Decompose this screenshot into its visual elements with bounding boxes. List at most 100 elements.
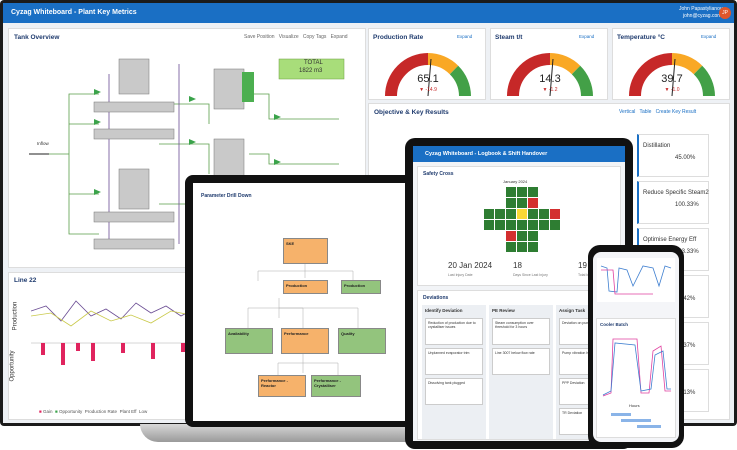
legend-item: Production Rate	[84, 409, 118, 414]
deviation-card[interactable]: Unplanned evaporator trim	[425, 348, 483, 375]
stat-label: Days Since Last Injury	[513, 273, 548, 277]
expand[interactable]: Expand	[457, 34, 473, 39]
tool[interactable]: Vertical	[619, 109, 636, 115]
laptop-base	[140, 424, 440, 442]
card-title: Deviations	[423, 295, 449, 301]
card-text: Pump vibration high	[562, 351, 593, 355]
gauge-card: Steam t/t Expand 14.3 ▼ -1.2	[490, 28, 608, 100]
okr-name: Optimise Energy Eff	[643, 237, 697, 243]
tool[interactable]: Create Key Result	[655, 109, 697, 115]
stat-label: Last Injury Date	[448, 273, 473, 277]
laptop-screen: Parameter Drill Down SKE Production Produc…	[193, 183, 405, 421]
cross-day	[506, 187, 516, 197]
cross-day	[517, 242, 527, 252]
okr-value: 86.42%	[675, 296, 696, 302]
okr-name: Reduce Specific Steam2	[643, 190, 709, 196]
deviations-card: Deviations Identify Deviation Reduction o…	[417, 290, 621, 440]
okr-value: 95.13%	[675, 390, 696, 396]
cross-day	[539, 220, 549, 230]
toolbar: Vertical Table Create Key Result	[619, 109, 696, 115]
inflow-label: Inflow	[37, 141, 49, 146]
tree-node: Production	[283, 280, 328, 294]
cross-day	[506, 220, 516, 230]
panel-title: Objective & Key Results	[374, 109, 449, 116]
gauge-delta: ▼ -14.9	[419, 87, 437, 93]
gauge-arc	[507, 53, 593, 97]
cross-day	[484, 220, 494, 230]
total-value: 1822 m3	[299, 68, 323, 74]
phone-screen: Cooler Batch Hours	[593, 252, 679, 442]
deviation-column: PE Review Steam consumption over threshol…	[489, 305, 553, 439]
phone-chart	[597, 258, 675, 302]
column-title: Identify Deviation	[425, 308, 463, 313]
tree-node: Availability	[225, 328, 273, 354]
tool[interactable]: Save Position	[244, 34, 275, 40]
tool[interactable]: Copy Tags	[302, 34, 327, 40]
batch-card: Cooler Batch Hours	[596, 318, 676, 438]
toolbar: Save Position Visualize Copy Tags Expand	[244, 34, 348, 40]
month: January 2024	[503, 179, 528, 184]
okr-value: 89.37%	[675, 343, 696, 349]
batch-chart	[602, 338, 671, 397]
user-name: John Papastylianou	[679, 6, 723, 12]
legend: ■ Gain ■ Opportunity Production Rate Pla…	[39, 409, 148, 414]
cross-day	[528, 209, 538, 219]
user-email: john@cyzag.com	[683, 13, 722, 19]
gauge-delta: ▼ -1.2	[542, 87, 558, 93]
cross-day	[528, 220, 538, 230]
cross-day	[495, 209, 505, 219]
gauge-arc	[385, 53, 471, 97]
total-label: TOTAL	[304, 60, 323, 66]
tool[interactable]: Visualize	[278, 34, 299, 40]
cross-day	[517, 220, 527, 230]
tablet-screen: Cyzag Whiteboard - Logbook & Shift Hando…	[413, 146, 625, 441]
cross-day	[506, 198, 516, 208]
axis-label: Opportunity	[9, 350, 16, 382]
legend-item: Opportunity	[59, 409, 83, 414]
tool[interactable]: Table	[639, 109, 652, 115]
gauge-value: 39.7	[661, 73, 683, 85]
cross-day	[550, 220, 560, 230]
line-panel: Line 22 Production Opportunity ■ Gain ■ …	[8, 272, 208, 420]
deviation-card[interactable]: Line 3007 below flow rate	[492, 348, 550, 375]
tree-node: Production	[341, 280, 381, 294]
okr-item: Distillation 45.00%	[637, 134, 709, 177]
gauge-title: Temperature °C	[617, 34, 665, 41]
header-title: Cyzag Whiteboard - Logbook & Shift Hando…	[425, 151, 548, 157]
safety-card: Safety Cross January 2024 20 Jan 2024 Las…	[417, 166, 621, 286]
okr-item: Reduce Specific Steam2 100.33%	[637, 181, 709, 224]
card-text: TR Deviation	[562, 411, 583, 415]
deviation-column: Identify Deviation Reduction of productio…	[422, 305, 486, 439]
expand[interactable]: Expand	[701, 34, 717, 39]
cross-day	[506, 209, 516, 219]
cross-day	[528, 187, 538, 197]
stat-value: 19	[578, 261, 587, 270]
screen-title: Parameter Drill Down	[201, 193, 252, 199]
card-text: Dissolving tank plugged	[428, 381, 465, 385]
okr-name: Distillation	[643, 143, 671, 149]
expand[interactable]: Expand	[579, 34, 595, 39]
panel-title: Line 22	[14, 277, 37, 284]
axis-label: Production	[12, 301, 19, 331]
cross-day	[517, 187, 527, 197]
tree-links	[247, 263, 359, 375]
gauge-title: Production Rate	[373, 34, 424, 41]
deviation-card[interactable]: Steam consumption over threshold for 3 h…	[492, 318, 550, 345]
card-title: Cooler Batch	[600, 322, 629, 327]
tool[interactable]: Expand	[330, 34, 348, 40]
card-text: Steam consumption over threshold for 3 h…	[495, 321, 534, 329]
avatar[interactable]: JP	[719, 7, 731, 19]
column-title: Assign Task	[559, 308, 586, 313]
okr-value: 103.33%	[675, 249, 699, 255]
deviation-card[interactable]: Dissolving tank plugged	[425, 378, 483, 405]
deviation-card[interactable]: Reduction of production due to crystalli…	[425, 318, 483, 345]
gauge-value: 65.1	[417, 73, 439, 85]
stat-value: 20 Jan 2024	[448, 261, 493, 270]
card-text: PPP Deviation	[562, 381, 585, 385]
cross-day	[528, 231, 538, 241]
cross-day	[517, 231, 527, 241]
gauge-card: Production Rate Expand 65.1 ▼ -14.9	[368, 28, 486, 100]
card-text: Line 3007 below flow rate	[495, 351, 535, 355]
okr-value: 45.00%	[675, 155, 696, 161]
tree-node: Performance - Reactor	[258, 375, 306, 397]
